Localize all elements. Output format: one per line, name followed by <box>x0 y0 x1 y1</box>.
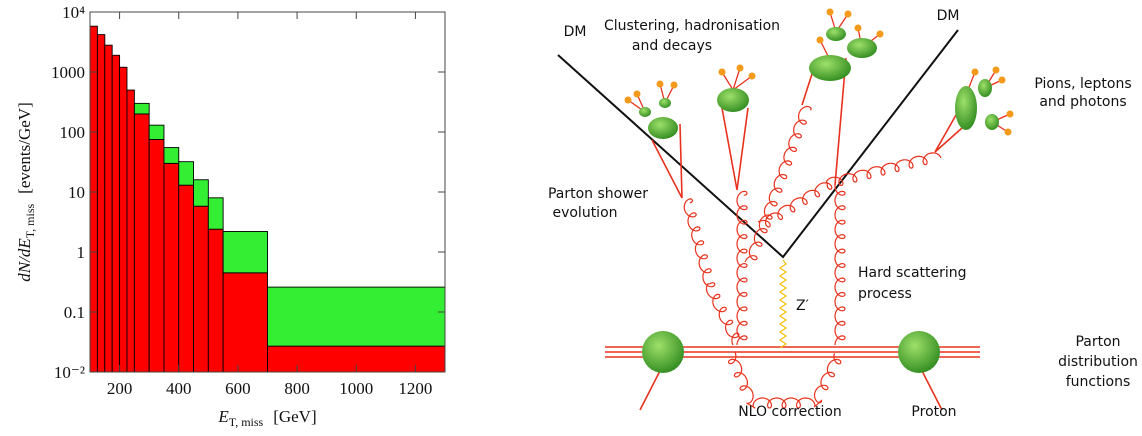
y-tick-label: 0.1 <box>64 303 85 322</box>
x-tick-label: 600 <box>225 379 251 398</box>
pions-label: Pions, leptons <box>1034 76 1131 92</box>
dm-lines <box>557 29 959 259</box>
x-tick-label: 1000 <box>339 379 373 398</box>
bar <box>104 44 113 373</box>
bar <box>111 54 121 373</box>
y-tick-label: 1 <box>77 243 86 262</box>
bar <box>133 113 150 373</box>
bar <box>267 286 446 347</box>
y-label-sub: T, miss <box>23 204 37 239</box>
proton-label: Proton <box>911 404 956 420</box>
bar <box>193 205 209 373</box>
bar <box>222 231 268 274</box>
y-tick-label: 100 <box>60 123 86 142</box>
bar <box>126 89 135 373</box>
pdf-label: functions <box>1066 374 1130 390</box>
y-axis-label: dN/dET, miss [events/GeV] <box>15 102 37 281</box>
pdf-label: distribution <box>1058 354 1138 370</box>
bar <box>207 197 224 230</box>
y-tick-label: 10 <box>68 183 85 202</box>
x-label-sub: T, miss <box>229 415 264 429</box>
x-tick-label: 800 <box>284 379 310 398</box>
bar <box>207 228 224 373</box>
proton-blobs <box>642 331 940 373</box>
y-tick-label: 10⁴ <box>62 3 85 22</box>
bar <box>193 179 209 207</box>
gluon-lines <box>683 105 942 409</box>
gluon <box>744 105 812 263</box>
hard-label: process <box>858 286 912 302</box>
shower-lines <box>651 57 963 199</box>
hadron-blobs <box>639 27 999 139</box>
hard-label: Hard scattering <box>858 265 967 281</box>
dm-label: DM <box>937 8 960 24</box>
bar <box>148 139 165 373</box>
bar <box>178 184 194 373</box>
nlo-label: NLO correction <box>738 404 842 420</box>
pdf-label: Parton <box>1075 334 1120 350</box>
gluon <box>683 198 740 346</box>
y-label-main: dN/dE <box>15 238 34 282</box>
bar <box>222 272 268 373</box>
shower-label: Parton shower <box>548 186 648 202</box>
x-tick-label: 1200 <box>398 379 432 398</box>
bar <box>178 161 194 186</box>
bar <box>119 66 128 373</box>
gluon <box>834 184 846 346</box>
zprime-label: Z′ <box>796 298 809 314</box>
bar <box>163 162 180 373</box>
x-label-main: E <box>217 407 229 426</box>
gluon <box>757 152 942 228</box>
x-tick-label: 200 <box>107 379 133 398</box>
gluon <box>728 351 842 409</box>
feynman-diagram: DM DM Clustering, hadronisation and deca… <box>548 8 1138 420</box>
gluon <box>736 190 748 346</box>
clustering-label: Clustering, hadronisation <box>604 18 780 34</box>
bar <box>133 102 150 115</box>
shower-label: evolution <box>552 205 617 221</box>
clustering-label: and decays <box>632 38 712 54</box>
x-label-unit: [GeV] <box>273 407 316 426</box>
z-prime-line <box>778 259 788 349</box>
bar <box>148 124 165 140</box>
bar <box>163 147 180 164</box>
hadron-stems <box>627 11 1011 133</box>
x-tick-label: 400 <box>166 379 192 398</box>
bar <box>89 25 98 373</box>
histogram-chart: 10⁻² 0.1 1 10 100 1000 10⁴ 200 400 600 800 1000 1200… <box>15 3 446 429</box>
dm-label: DM <box>564 24 587 40</box>
hadron-dots <box>624 8 1014 136</box>
x-axis-label: ET, miss [GeV] <box>217 407 316 429</box>
y-label-unit: [events/GeV] <box>15 102 34 194</box>
y-tick-label: 1000 <box>51 63 85 82</box>
pions-label: and photons <box>1039 94 1126 110</box>
bar <box>96 34 106 373</box>
y-tick-label: 10⁻² <box>54 363 85 382</box>
